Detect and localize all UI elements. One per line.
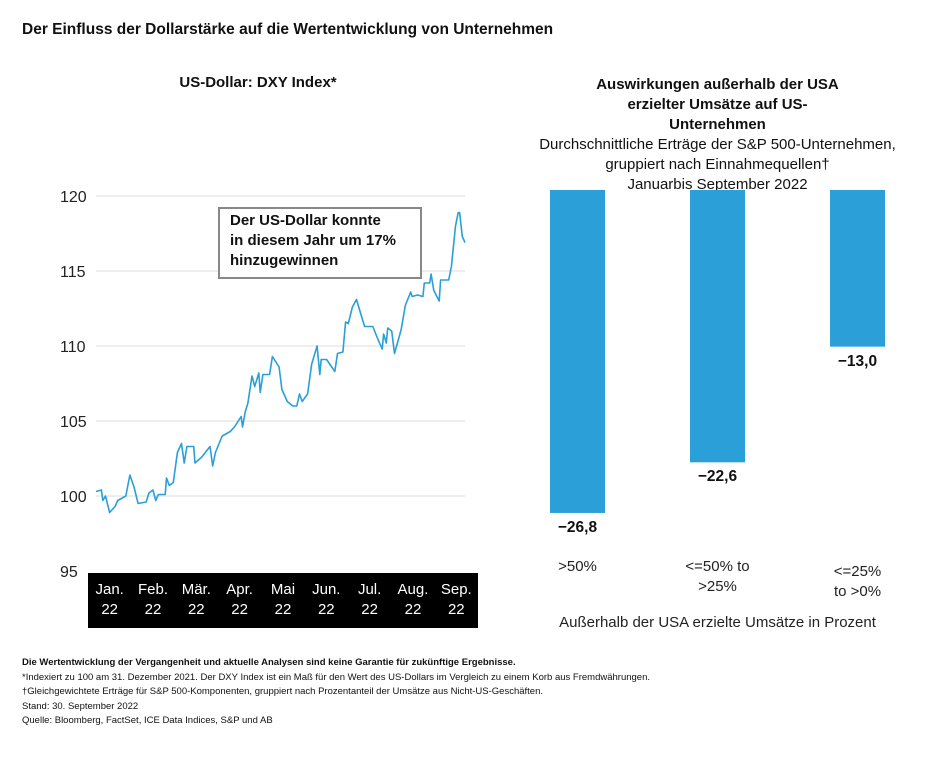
- annotation-line-1: Der US-Dollar konnte: [230, 212, 381, 229]
- y-tick-label: 110: [60, 339, 86, 356]
- x-tick-label: Mai 22: [261, 573, 304, 628]
- bar-value-label: −22,6: [697, 468, 738, 486]
- disclaimer: Die Wertentwicklung der Vergangenheit un…: [22, 657, 516, 668]
- bar-chart-title: Auswirkungen außerhalb der USA erzielter…: [596, 76, 839, 133]
- bar-category-text: <=25%: [833, 563, 882, 580]
- line-chart-title: US-Dollar: DXY Index*: [179, 74, 337, 91]
- x-tick-text: 22: [447, 601, 465, 618]
- bar-category-text: >50%: [558, 558, 597, 575]
- x-tick-text: Mai: [270, 581, 296, 598]
- bar-chart-title-block: Auswirkungen außerhalb der USA erzielter…: [520, 75, 915, 195]
- bar-chart-subtitle-1: Durchschnittliche Erträge der S&P 500-Un…: [539, 136, 896, 153]
- x-tick-label: Jul. 22: [348, 573, 391, 628]
- y-tick-label: 100: [60, 489, 87, 506]
- bar-category-text: >25%: [698, 578, 737, 595]
- x-tick-label: Jan. 22: [88, 573, 131, 628]
- x-tick-text: Aug.: [397, 581, 429, 598]
- footnote-date: Stand: 30. September 2022: [22, 700, 139, 712]
- x-tick-text: 22: [101, 601, 118, 618]
- x-tick-text: 22: [317, 601, 335, 618]
- x-tick-text: 22: [404, 601, 422, 618]
- bar-value-label: −26,8: [557, 518, 598, 536]
- x-tick-label: Sep. 22: [435, 573, 478, 628]
- y-tick-label: 95: [60, 564, 78, 581]
- x-tick-text: 22: [144, 601, 162, 618]
- x-tick-text: Apr.: [226, 581, 253, 598]
- x-tick-text: Jun.: [312, 581, 341, 598]
- x-tick-text: Jul.: [357, 581, 382, 598]
- y-tick-label: 120: [60, 189, 87, 206]
- x-tick-text: Feb.: [137, 581, 168, 598]
- footnote-index: *Indexiert zu 100 am 31. Dezember 2021. …: [22, 671, 650, 683]
- bar-category-label: >50%: [518, 557, 638, 577]
- bar: [690, 190, 745, 463]
- bar-category-text: <=50% to: [685, 558, 750, 575]
- x-tick-text: 22: [187, 601, 205, 618]
- dxy-series-line: [95, 211, 466, 514]
- x-tick-text: Jan.: [95, 581, 124, 598]
- bar: [830, 190, 885, 347]
- footnote-source: Quelle: Bloomberg, FactSet, ICE Data Ind…: [22, 715, 273, 726]
- annotation-line-2: in diesem Jahr um 17%: [230, 232, 396, 249]
- x-axis-month-band: Jan. 22 Feb. 22 Mär. 22 Apr. 22 Mai 22 Jun. 22 Jul. 2…: [88, 573, 478, 628]
- footnotes: Die Wertentwicklung der Vergangenheit un…: [22, 656, 650, 729]
- y-tick-label: 115: [60, 264, 86, 281]
- bar-chart-subtitle-3: Januarbis September 2022: [627, 176, 808, 193]
- main-title: Der Einfluss der Dollarstärke auf die We…: [22, 21, 554, 38]
- x-tick-label: Aug. 22: [391, 573, 434, 628]
- x-tick-text: 22: [231, 601, 248, 618]
- bar-category-label: <=25% to >0%: [798, 562, 918, 602]
- x-tick-label: Apr. 22: [218, 573, 261, 628]
- bar-x-axis-title: Außerhalb der USA erzielte Umsätze in Pr…: [559, 614, 876, 631]
- y-tick-label: 105: [60, 414, 87, 431]
- x-tick-label: Jun. 22: [305, 573, 348, 628]
- x-tick-text: Sep.: [440, 581, 472, 598]
- x-tick-label: Mär. 22: [175, 573, 218, 628]
- x-tick-text: 22: [361, 601, 378, 618]
- annotation-box: Der US-Dollar konnte in diesem Jahr um 1…: [218, 207, 422, 279]
- footnote-dagger: †Gleichgewichtete Erträge für S&P 500-Ko…: [22, 686, 544, 697]
- x-tick-text: 22: [274, 601, 292, 618]
- bar-value-label: −13,0: [837, 352, 878, 370]
- bar-category-text: to >0%: [833, 583, 882, 600]
- x-tick-text: Mär.: [181, 581, 211, 598]
- bar: [550, 190, 605, 513]
- x-tick-label: Feb. 22: [131, 573, 174, 628]
- bar-chart-subtitle-2: gruppiert nach Einnahmequellen†: [605, 156, 830, 173]
- bar-category-label: <=50% to >25%: [658, 557, 778, 597]
- annotation-line-3: hinzugewinnen: [230, 252, 339, 269]
